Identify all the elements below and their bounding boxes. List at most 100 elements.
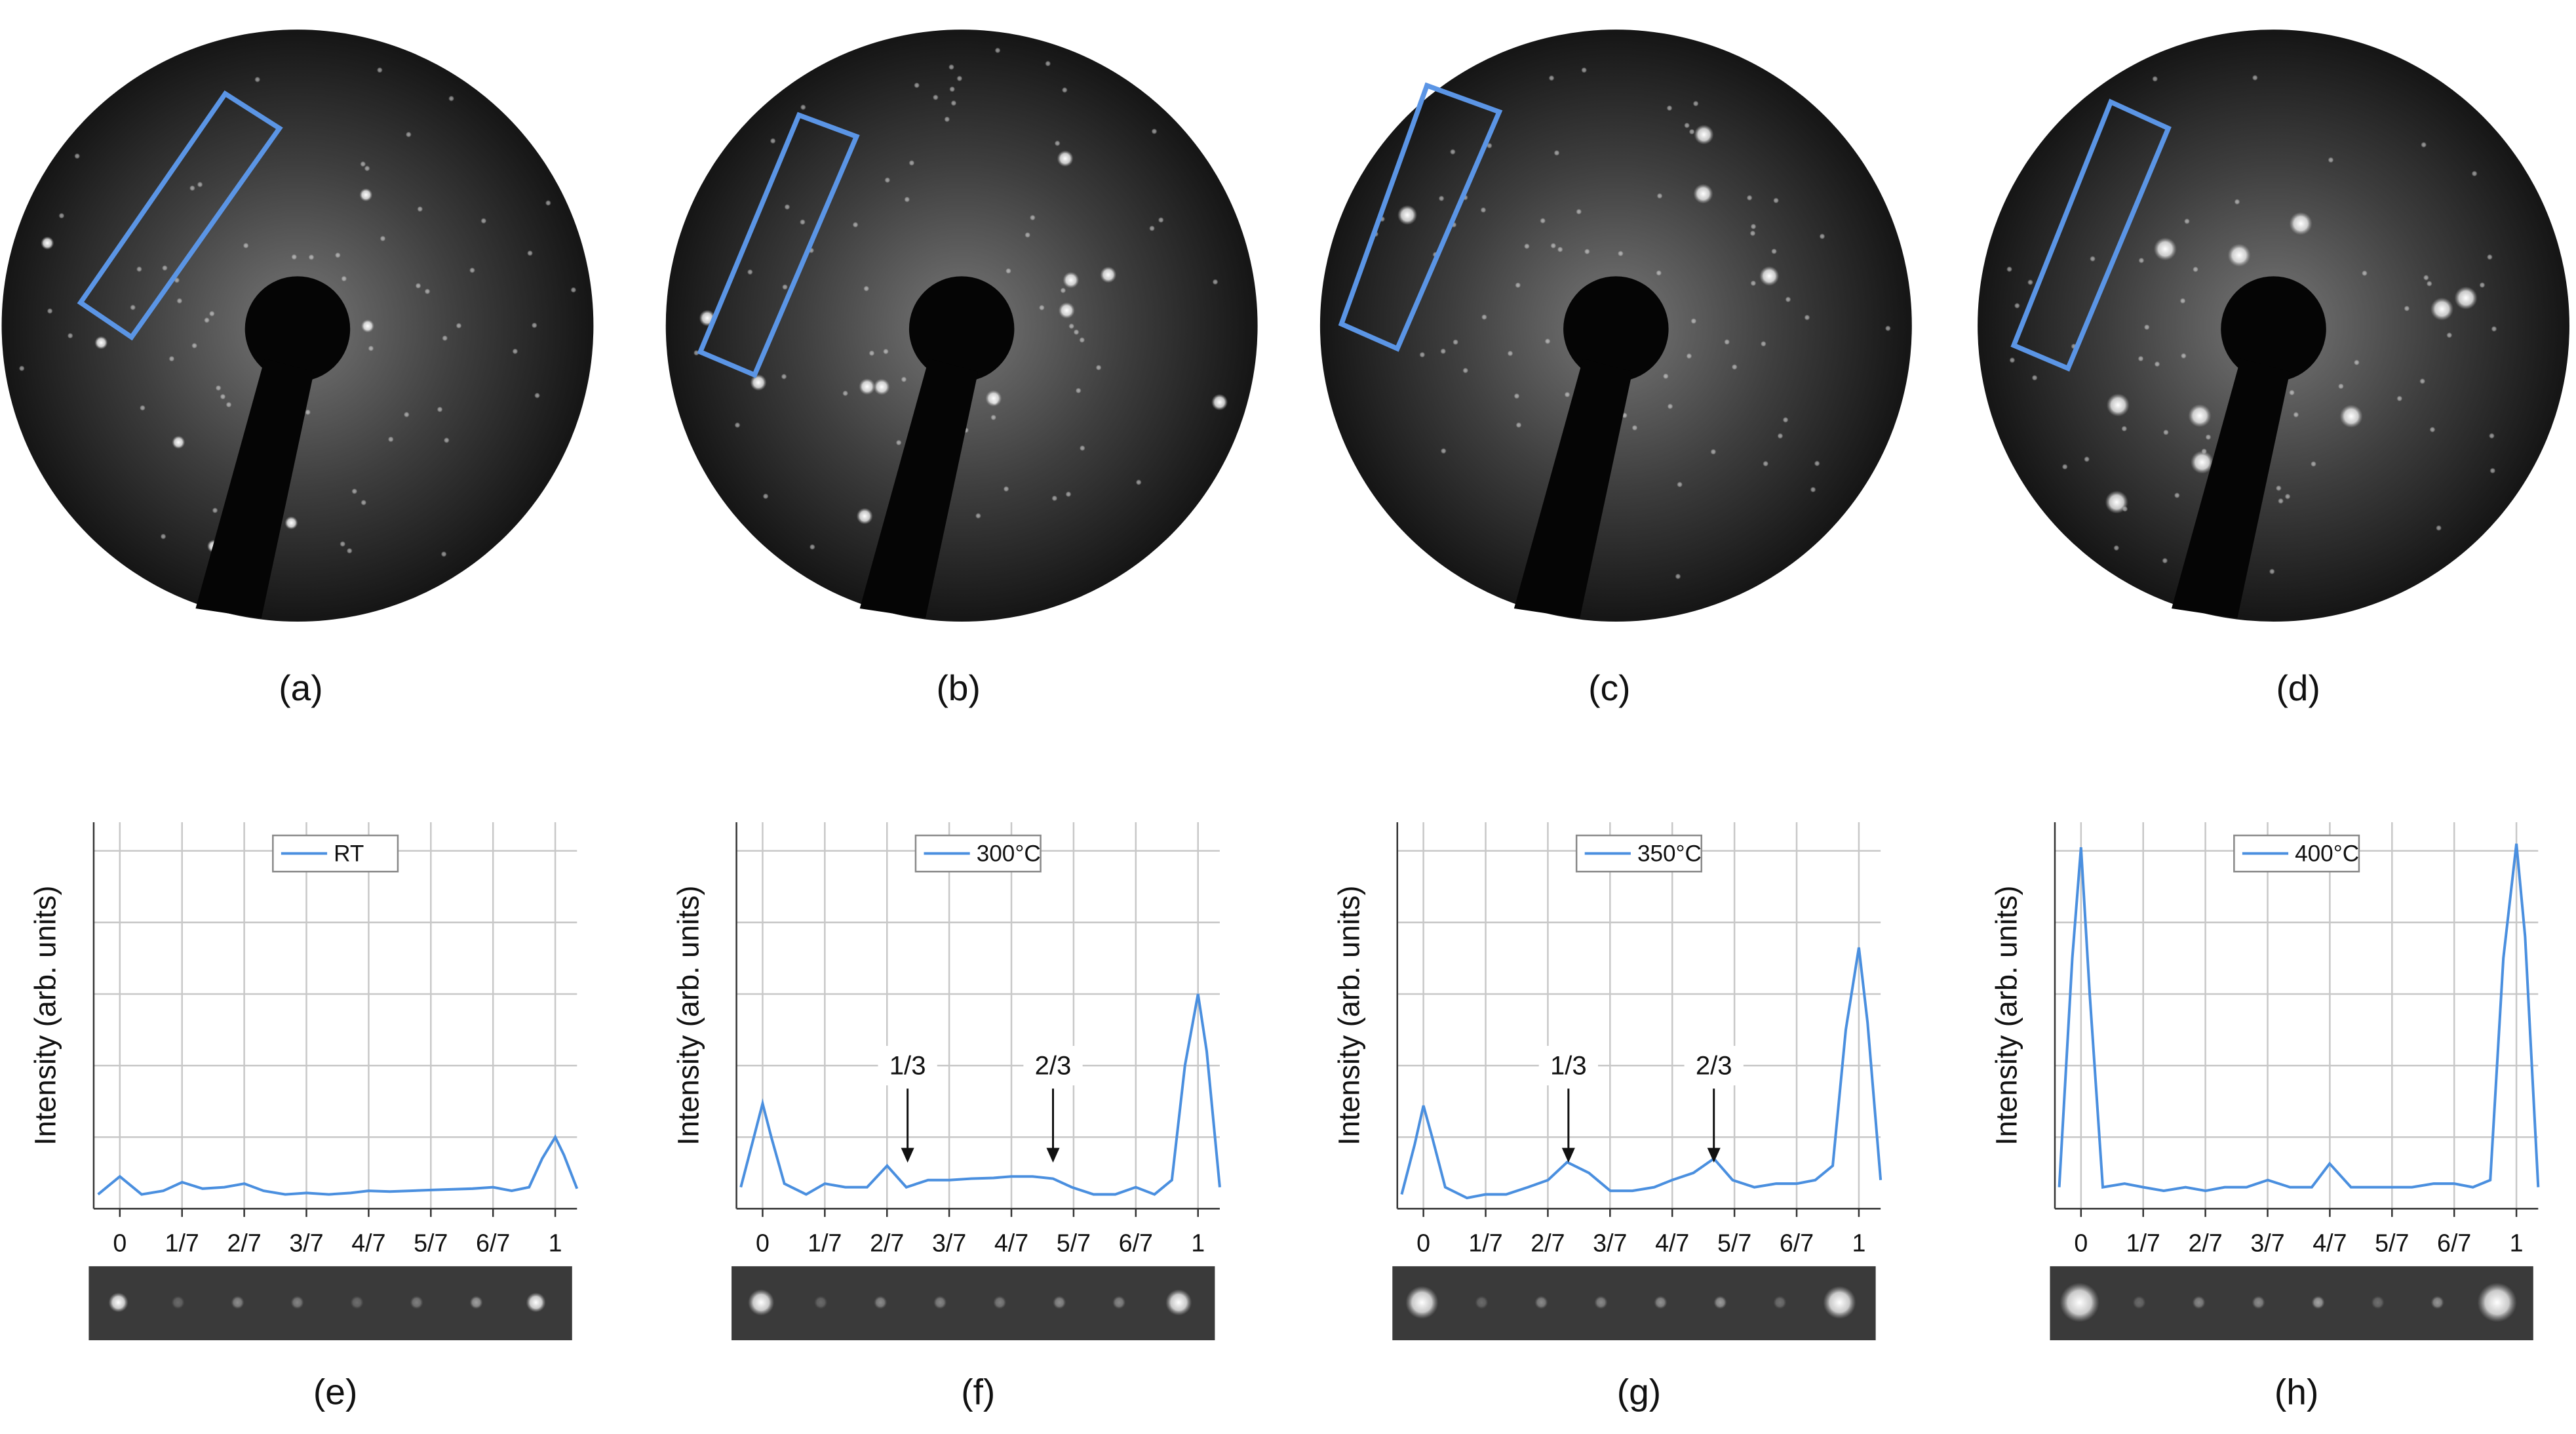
diffraction-spot: [1079, 337, 1085, 344]
annotation-bg: [1023, 1046, 1083, 1086]
diffraction-spot: [1584, 249, 1590, 255]
diffraction-spot: [1750, 223, 1757, 229]
diffraction-spot: [985, 389, 1002, 407]
diffraction-spot: [58, 212, 65, 219]
diffraction-spot: [1045, 60, 1051, 67]
diffraction-spot: [2337, 383, 2344, 389]
selection-box: [1338, 82, 1503, 352]
diffraction-spot: [308, 254, 315, 260]
diffraction-spot: [197, 181, 203, 188]
diffraction-spot: [1785, 296, 1791, 303]
diffraction-spot: [2137, 355, 2144, 362]
diffraction-spot: [1763, 460, 1769, 467]
diffraction-spot: [361, 499, 367, 506]
diffraction-spot: [908, 159, 915, 166]
x-tick-label: 5/7: [1057, 1229, 1091, 1256]
diffraction-spot: [1151, 128, 1158, 134]
legend-label: 350°C: [1637, 841, 1702, 866]
diffraction-spot: [2429, 426, 2436, 433]
diffraction-spot: [2252, 75, 2258, 81]
diffraction-spot: [1051, 495, 1058, 502]
diffraction-spot: [2436, 525, 2442, 531]
holder-arm: [195, 358, 315, 619]
diffraction-spot: [859, 378, 876, 395]
diffraction-spot: [176, 298, 183, 304]
profile-chart: 0 1/7 2/7 3/7 4/7 5/7 6/7 1 Intensity (arb. unit…: [29, 822, 579, 1412]
panel-label: (h): [2274, 1371, 2318, 1412]
x-tick-label: 2/7: [870, 1229, 904, 1256]
strip-spot: [1823, 1286, 1856, 1319]
diffraction-spot: [1438, 195, 1445, 202]
diffraction-spot: [693, 349, 699, 356]
panel-label: (g): [1617, 1371, 1661, 1412]
diffraction-spot: [1814, 460, 1820, 467]
x-tick-label: 5/7: [414, 1229, 448, 1256]
diffraction-spot: [2269, 568, 2275, 575]
strip-spot: [1594, 1296, 1608, 1309]
diffraction-spot: [1054, 140, 1061, 147]
diffraction-spot: [1810, 487, 1816, 493]
strip-spot: [2059, 1283, 2099, 1323]
diffraction-spot: [2396, 395, 2403, 402]
diffraction-spot: [2152, 75, 2158, 82]
diffraction-spot: [2339, 405, 2363, 428]
x-tick-label: 6/7: [1780, 1229, 1814, 1256]
diffraction-spot: [305, 409, 311, 416]
x-tick-label: 1/7: [165, 1229, 199, 1256]
diffraction-spot: [1557, 246, 1563, 252]
arrow-head: [1046, 1147, 1060, 1163]
diffraction-spot: [351, 488, 358, 494]
diffraction-spot: [1212, 279, 1219, 285]
diffraction-spot: [1100, 266, 1117, 283]
diffraction-spot: [2174, 492, 2180, 499]
selection-box: [697, 111, 860, 378]
diffraction-spot: [2419, 378, 2426, 384]
diffraction-spot: [212, 507, 218, 513]
diffraction-spot: [2284, 493, 2291, 500]
diffraction-spot: [417, 206, 423, 212]
x-tick-label: 1/7: [808, 1229, 842, 1256]
diffraction-spot: [1693, 184, 1713, 204]
diffraction-spot: [2289, 212, 2313, 235]
diffraction-spot: [1063, 271, 1080, 289]
diffraction-spot: [863, 285, 870, 292]
diffraction-spot: [2006, 266, 2013, 273]
diffraction-spot: [1760, 340, 1766, 347]
strip-spot: [171, 1296, 185, 1309]
profile-strip: [88, 1266, 572, 1341]
strip-spot: [469, 1296, 483, 1309]
diffraction-spot: [1819, 233, 1825, 239]
diffraction-spot: [2180, 353, 2187, 359]
diffraction-spot: [1749, 230, 1756, 237]
annotation: 1/3: [889, 1050, 926, 1080]
profile-chart: 0 1/7 2/7 3/7 4/7 5/7 6/7 1 Intensity (arb. unit…: [1332, 822, 1883, 1412]
diffraction-spot: [781, 373, 787, 380]
diffraction-spot: [2061, 464, 2068, 470]
x-tick-label: 4/7: [1655, 1229, 1689, 1256]
annotation-bg: [1538, 1046, 1598, 1086]
diffraction-spot: [2191, 450, 2214, 474]
diffraction-spot: [243, 243, 249, 249]
diffraction-spot: [1686, 353, 1692, 359]
diffraction-spot: [1759, 266, 1780, 287]
plot-area: [736, 822, 1220, 1209]
diffraction-spot: [895, 439, 902, 446]
diffraction-spot: [1025, 231, 1031, 238]
x-tick-label: 0: [113, 1229, 127, 1256]
diffraction-spot: [1065, 491, 1072, 498]
diffraction-spot: [2193, 266, 2199, 273]
diffraction-spot: [882, 348, 889, 355]
diffraction-spot: [2009, 357, 2016, 363]
diffraction-spot: [376, 67, 383, 73]
diffraction-spot: [1656, 269, 1662, 276]
annotation-bg: [1684, 1046, 1744, 1086]
diffraction-spot: [443, 437, 450, 443]
diffraction-spot: [1462, 367, 1469, 374]
annotation: 1/3: [1550, 1050, 1587, 1080]
diffraction-spot: [67, 332, 73, 339]
diffraction-spot: [1038, 304, 1045, 311]
x-tick-label: 4/7: [351, 1229, 385, 1256]
diffraction-spot: [1581, 67, 1588, 73]
diffraction-spot: [254, 76, 261, 83]
strip-spot: [108, 1292, 128, 1313]
